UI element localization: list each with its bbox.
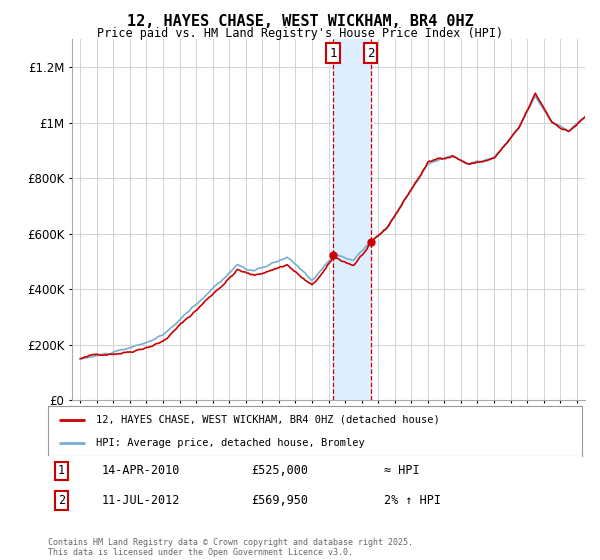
Text: 14-APR-2010: 14-APR-2010 (101, 464, 180, 478)
Text: Price paid vs. HM Land Registry's House Price Index (HPI): Price paid vs. HM Land Registry's House … (97, 27, 503, 40)
Text: £525,000: £525,000 (251, 464, 308, 478)
Text: 1: 1 (58, 464, 65, 478)
Text: £569,950: £569,950 (251, 493, 308, 507)
Text: 1: 1 (329, 46, 337, 59)
Text: 11-JUL-2012: 11-JUL-2012 (101, 493, 180, 507)
Text: 12, HAYES CHASE, WEST WICKHAM, BR4 0HZ (detached house): 12, HAYES CHASE, WEST WICKHAM, BR4 0HZ (… (96, 414, 440, 424)
Bar (333, 39, 371, 400)
Text: HPI: Average price, detached house, Bromley: HPI: Average price, detached house, Brom… (96, 438, 365, 448)
Text: 2: 2 (58, 493, 65, 507)
Text: Contains HM Land Registry data © Crown copyright and database right 2025.
This d: Contains HM Land Registry data © Crown c… (48, 538, 413, 557)
Text: 2: 2 (367, 46, 374, 59)
Text: ≈ HPI: ≈ HPI (385, 464, 420, 478)
Text: 2% ↑ HPI: 2% ↑ HPI (385, 493, 442, 507)
Text: 12, HAYES CHASE, WEST WICKHAM, BR4 0HZ: 12, HAYES CHASE, WEST WICKHAM, BR4 0HZ (127, 14, 473, 29)
